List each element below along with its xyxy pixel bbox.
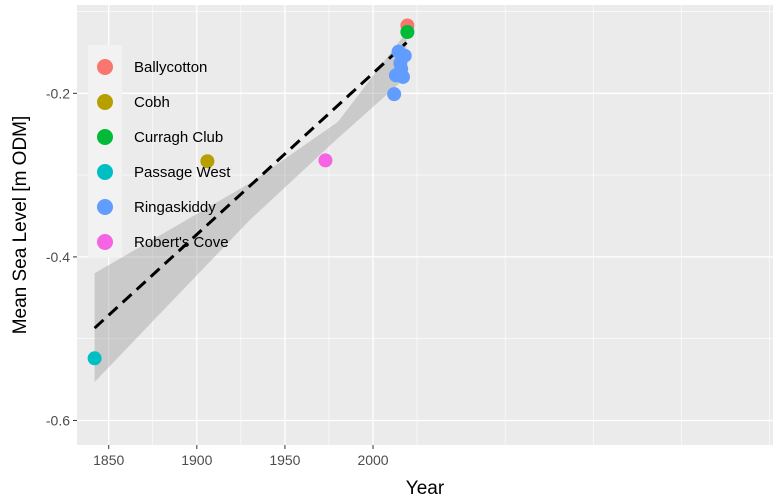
- legend-marker: [97, 164, 113, 180]
- legend-label: Robert's Cove: [134, 234, 229, 251]
- y-axis: -0.6 -0.4 -0.2: [46, 85, 77, 428]
- x-axis: 1850 1900 1950 2000: [93, 445, 389, 468]
- legend-label: Curragh Club: [134, 129, 223, 146]
- legend-marker: [97, 199, 113, 215]
- y-axis-title: Mean Sea Level [m ODM]: [10, 116, 31, 335]
- legend-label: Ballycotton: [134, 59, 207, 76]
- legend-marker: [97, 59, 113, 75]
- legend-key-panel: [88, 45, 122, 258]
- x-tick-label: 1950: [269, 452, 300, 468]
- x-axis-title: Year: [406, 478, 445, 499]
- y-tick-label: -0.4: [46, 249, 70, 265]
- data-point: [395, 69, 410, 84]
- legend-marker: [97, 129, 113, 145]
- x-tick-label: 1900: [181, 452, 212, 468]
- legend-marker: [97, 234, 113, 250]
- data-point: [318, 153, 333, 168]
- legend-label: Cobh: [134, 94, 170, 111]
- data-point: [387, 87, 402, 102]
- confidence-band: [94, 32, 407, 382]
- major-gridlines: [77, 5, 773, 445]
- data-point: [87, 351, 102, 366]
- data-point: [200, 154, 215, 169]
- x-tick-label: 1850: [93, 452, 124, 468]
- y-tick-label: -0.6: [46, 412, 70, 428]
- data-point: [400, 24, 415, 39]
- minor-gridlines: [77, 5, 773, 445]
- legend: Ballycotton Cobh Curragh Club Passage West R…: [88, 45, 231, 258]
- legend-marker: [97, 94, 113, 110]
- trend-line: [93, 41, 408, 330]
- data-points: [87, 18, 415, 366]
- y-tick-label: -0.2: [46, 85, 70, 101]
- legend-label: Passage West: [134, 164, 231, 181]
- x-tick-label: 2000: [357, 452, 388, 468]
- plot-panel: [77, 5, 773, 445]
- legend-label: Ringaskiddy: [134, 199, 216, 216]
